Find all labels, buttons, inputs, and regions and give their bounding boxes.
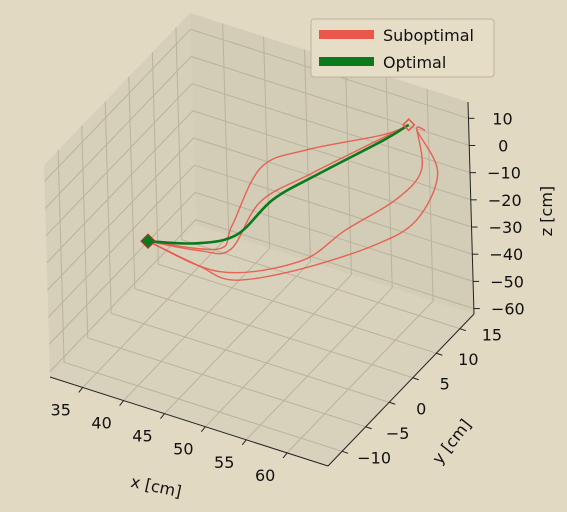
y-tick-label: −5: [386, 424, 410, 443]
z-tick-label: 10: [492, 109, 512, 128]
legend: Suboptimal Optimal: [310, 18, 495, 78]
x-tick-mark: [200, 426, 206, 433]
z-axis-label: z [cm]: [537, 186, 556, 236]
optimal-trajectory: [147, 123, 410, 245]
y-axis-line: [327, 313, 475, 467]
y-tick-label: 0: [416, 399, 426, 418]
y-axis-label: y [cm]: [428, 416, 475, 468]
x-tick-label: 50: [173, 440, 193, 459]
z-tick-label: −20: [488, 191, 522, 210]
x-tick-mark: [241, 439, 247, 446]
y-tick-mark: [436, 352, 443, 356]
z-axis-line: [467, 101, 475, 315]
z-tick-label: −30: [489, 218, 523, 237]
grid-lines: [44, 23, 474, 454]
y-tick-label: −10: [357, 448, 391, 467]
legend-label-optimal: Optimal: [383, 53, 446, 72]
start-marker: [140, 233, 156, 249]
y-tick-mark: [459, 328, 467, 332]
x-axis-label: x [cm]: [129, 472, 183, 501]
y-tick-mark: [389, 401, 396, 405]
trajectory-series: [140, 118, 439, 281]
suboptimal-trajectory: [147, 126, 439, 281]
y-tick-label: 10: [458, 350, 478, 369]
suboptimal-trajectory: [147, 124, 410, 255]
x-tick-label: 45: [132, 427, 152, 446]
y-tick-mark: [341, 450, 349, 454]
x-tick-mark: [160, 413, 165, 419]
z-tick-label: 0: [498, 136, 508, 155]
grid-line-z: [44, 28, 469, 182]
floor-pane: [50, 225, 474, 466]
y-tick-label: 5: [440, 375, 450, 394]
x-axis-line: [49, 376, 329, 467]
z-tick-label: −60: [491, 300, 525, 319]
suboptimal-trajectory: [147, 130, 423, 274]
y-tick-mark: [365, 426, 372, 430]
grid-line-z: [46, 110, 471, 264]
z-tick-label: −50: [490, 272, 524, 291]
x-tick-label: 35: [51, 400, 71, 419]
z-tick-label: −40: [489, 245, 523, 264]
x-tick-mark: [282, 452, 288, 459]
x-tick-label: 40: [91, 414, 111, 433]
legend-label-suboptimal: Suboptimal: [383, 26, 474, 45]
left-pane: [44, 13, 196, 377]
x-tick-mark: [78, 387, 84, 393]
x-tick-mark: [119, 400, 124, 406]
z-tick-label: −10: [487, 164, 521, 183]
grid-line-z: [44, 55, 470, 209]
y-tick-label: 15: [482, 326, 502, 345]
x-tick-label: 55: [214, 453, 234, 472]
x-tick-label: 60: [255, 466, 275, 485]
suboptimal-trajectory: [147, 124, 409, 251]
grid-line-z: [48, 191, 474, 345]
grid-line-z: [47, 137, 472, 291]
y-tick-mark: [412, 377, 419, 381]
legend-swatch-optimal: [319, 57, 374, 66]
grid-line-z: [47, 164, 473, 318]
goal-marker: [402, 118, 416, 132]
legend-swatch-suboptimal: [319, 30, 374, 39]
grid-line-z: [49, 219, 474, 372]
axis-lines: [49, 101, 475, 467]
tick-labels: 354045505560−10−5051015100−10−20−30−40−5…: [51, 109, 525, 485]
